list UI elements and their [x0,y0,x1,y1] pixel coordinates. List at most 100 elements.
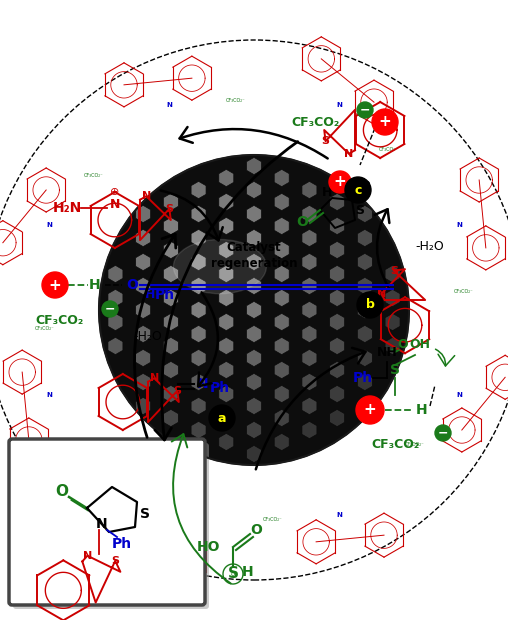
Polygon shape [108,313,123,330]
Polygon shape [108,290,123,307]
Polygon shape [330,193,344,211]
Circle shape [99,155,409,465]
Polygon shape [330,313,344,330]
Text: N: N [46,222,52,228]
Polygon shape [246,422,262,438]
Polygon shape [357,373,372,391]
Text: H: H [89,278,101,292]
Text: S: S [111,556,119,566]
Text: CF₃CO₂⁻: CF₃CO₂⁻ [405,443,425,448]
Polygon shape [219,409,234,427]
Polygon shape [219,386,234,402]
Text: S: S [140,507,150,521]
Text: -H₂O: -H₂O [416,241,444,254]
Text: −: − [105,303,115,316]
Polygon shape [357,326,372,343]
Text: H: H [416,403,428,417]
Text: +: + [378,115,391,130]
Text: S: S [166,204,173,214]
FancyBboxPatch shape [13,443,209,609]
Text: N: N [456,222,462,228]
Text: +: + [49,278,61,293]
Polygon shape [274,313,289,330]
Text: Ph: Ph [155,288,175,302]
Circle shape [329,171,351,193]
Text: Ph: Ph [352,178,372,192]
Polygon shape [274,386,289,402]
Text: N: N [166,102,172,108]
Polygon shape [357,229,372,247]
Text: N: N [456,392,462,398]
Text: N: N [166,512,172,518]
Text: −: − [360,104,370,117]
Polygon shape [164,290,178,307]
Text: N: N [336,102,342,108]
Polygon shape [274,337,289,355]
Polygon shape [191,349,206,366]
Polygon shape [302,422,317,438]
Text: N: N [344,149,354,159]
Polygon shape [164,386,178,402]
Text: S: S [228,567,238,582]
Text: CF₃CO₂⁻: CF₃CO₂⁻ [35,326,55,331]
Text: N: N [96,517,108,531]
Polygon shape [385,290,400,307]
Polygon shape [302,349,317,366]
Text: OH: OH [409,339,430,352]
Text: δ: δ [231,571,235,577]
Polygon shape [246,157,262,175]
Polygon shape [330,361,344,379]
Text: Ph: Ph [353,371,373,385]
Polygon shape [164,241,178,259]
Polygon shape [302,277,317,294]
Polygon shape [246,277,262,294]
Polygon shape [274,218,289,234]
Ellipse shape [173,239,266,294]
Text: O: O [126,278,138,292]
Polygon shape [246,182,262,198]
Polygon shape [357,301,372,319]
Polygon shape [330,241,344,259]
Text: O: O [55,484,69,500]
Polygon shape [330,290,344,307]
Polygon shape [136,205,151,223]
Text: Ph: Ph [112,537,132,551]
Polygon shape [219,241,234,259]
Polygon shape [136,397,151,415]
Polygon shape [191,326,206,343]
Polygon shape [274,169,289,187]
Text: a: a [218,412,226,425]
Polygon shape [164,265,178,283]
Text: HO: HO [197,540,220,554]
Text: +: + [364,402,376,417]
Text: −: − [438,427,448,440]
Text: H: H [322,187,332,200]
Polygon shape [330,386,344,402]
Text: CF₃CO₂: CF₃CO₂ [291,115,339,128]
Polygon shape [136,229,151,247]
Circle shape [435,425,451,441]
Text: CF₃CO₂: CF₃CO₂ [371,438,419,451]
Polygon shape [219,313,234,330]
Polygon shape [164,193,178,211]
Polygon shape [136,301,151,319]
Text: S: S [390,363,400,377]
Text: O: O [250,523,262,537]
Text: N: N [197,377,209,391]
Circle shape [357,102,373,118]
Text: c: c [354,184,362,197]
Polygon shape [302,182,317,198]
Polygon shape [302,326,317,343]
Text: H: H [242,565,254,579]
Polygon shape [191,373,206,391]
Polygon shape [191,301,206,319]
Polygon shape [357,205,372,223]
Polygon shape [164,313,178,330]
Text: CF₃CO₂⁻: CF₃CO₂⁻ [83,172,103,177]
Polygon shape [246,229,262,247]
Polygon shape [302,373,317,391]
Polygon shape [330,218,344,234]
Polygon shape [219,433,234,451]
Polygon shape [191,229,206,247]
Circle shape [102,301,118,317]
